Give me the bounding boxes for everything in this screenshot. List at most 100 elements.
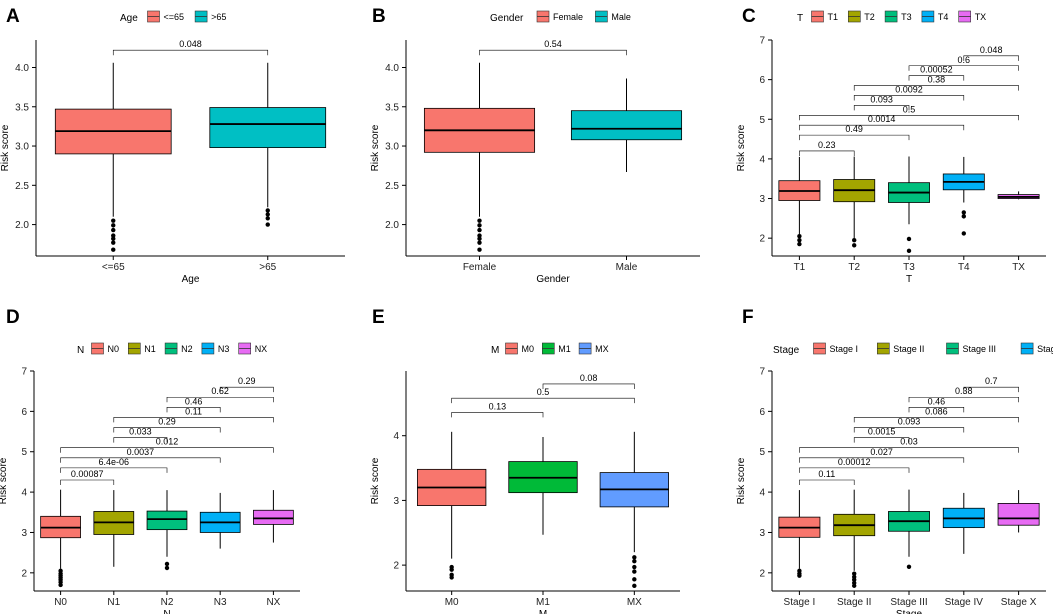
panel-letter: E [372, 307, 385, 328]
box-t2: T2 [833, 156, 876, 273]
legend-label: M0 [522, 344, 535, 354]
outlier-point [477, 227, 482, 233]
panel-d: D N N0 N1 N2 N3 NX 2 3 4 5 6 7 Risk score N N0 N1 N2 N3 NX 0… [0, 307, 300, 614]
outlier-point [265, 212, 270, 217]
outlier-point [477, 240, 482, 245]
comparison-bracket: 0.46 [908, 396, 965, 413]
box-n2: N2 [146, 490, 188, 608]
y-tick-label: 3 [759, 194, 765, 205]
box-n0: N0 [40, 489, 81, 608]
bracket-line [908, 396, 1019, 403]
legend-label: Stage IV [1037, 344, 1053, 354]
outlier-point [632, 583, 637, 589]
box-t4: T4 [942, 156, 985, 273]
iqr-box [570, 110, 683, 141]
legend-label: N0 [108, 344, 120, 354]
outlier-point [797, 573, 802, 578]
box-m1: M1 [508, 437, 578, 608]
x-tick-label: Male [616, 262, 638, 273]
outlier-point [632, 555, 637, 560]
box-stage-iv: Stage IV [942, 492, 985, 608]
bracket-line [963, 386, 1019, 393]
x-tick-label: NX [266, 597, 280, 608]
bracket-line [799, 457, 965, 463]
y-tick-label: 5 [21, 447, 27, 458]
bracket-line [113, 417, 274, 423]
y-tick-label: 3 [393, 496, 399, 507]
comparison-bracket: 0.00052 [908, 65, 965, 81]
comparison-bracket: 0.0092 [853, 84, 965, 101]
comparison-bracket: 0.7 [963, 376, 1019, 393]
legend-label: T4 [938, 12, 949, 22]
x-tick-label: <=65 [102, 262, 125, 273]
y-axis-label: Risk score [0, 457, 9, 504]
legend-item--65: >65 [194, 10, 226, 23]
p-value-label: 0.048 [179, 39, 202, 49]
legend-label: Stage I [830, 344, 859, 354]
outlier-point [906, 248, 912, 254]
p-value-label: 0.00012 [838, 457, 871, 467]
comparison-bracket: 0.048 [112, 39, 269, 56]
comparison-bracket: 0.5 [451, 387, 635, 404]
outlier-point [797, 241, 802, 247]
comparison-bracket: 0.08 [542, 373, 635, 389]
box-stage-i: Stage I [778, 490, 821, 608]
y-tick-label: 2 [393, 561, 399, 572]
x-tick-label: T2 [848, 262, 860, 273]
outlier-point [164, 565, 170, 571]
comparison-bracket: 0.093 [853, 94, 910, 111]
p-value-label: 0.11 [185, 406, 202, 416]
x-axis-label: T [906, 274, 912, 285]
outlier-point [477, 236, 482, 241]
x-tick-label: MX [627, 597, 642, 608]
box-n1: N1 [93, 490, 135, 608]
y-tick-label: 7 [21, 367, 27, 378]
legend-label: MX [595, 344, 609, 354]
y-tick-label: 2.5 [385, 181, 399, 192]
legend-label: Female [553, 12, 583, 22]
y-axis-label: Risk score [736, 124, 747, 171]
bracket-line [60, 447, 274, 453]
legend-item-stage-ii: Stage II [876, 342, 924, 355]
p-value-label: 0.0014 [868, 114, 896, 124]
box-stage-x: Stage X [997, 490, 1040, 608]
outlier-point [477, 233, 482, 238]
box-nx: NX [253, 490, 294, 608]
bracket-line [908, 75, 965, 81]
bracket-line [60, 467, 168, 473]
legend-label: T3 [901, 12, 912, 22]
x-tick-label: T4 [958, 262, 970, 273]
outlier-point [111, 218, 116, 223]
legend-item-n3: N3 [201, 342, 229, 355]
comparison-bracket: 0.00087 [60, 469, 115, 485]
bracket-line [113, 437, 168, 443]
panel-letter: D [6, 307, 20, 328]
p-value-label: 0.46 [185, 396, 203, 406]
p-value-label: 0.048 [980, 45, 1003, 55]
outlier-point [265, 208, 270, 213]
iqr-box [253, 509, 294, 525]
legend-item-female: Female [536, 10, 583, 23]
legend-label: >65 [211, 12, 226, 22]
box-female: Female [423, 62, 536, 273]
box-stage-ii: Stage II [833, 489, 876, 608]
y-tick-label: 2.0 [15, 220, 29, 231]
x-axis-label: Age [182, 274, 200, 285]
legend-title: Age [120, 13, 138, 24]
y-axis-label: Risk score [0, 124, 11, 171]
panel-e: E M M0 M1 MX 2 3 4 Risk score M M0 M1 MX 0.13 0.5 0.08 [370, 307, 680, 614]
x-tick-label: M0 [445, 597, 459, 608]
p-value-label: 0.49 [845, 124, 863, 134]
y-tick-label: 3.5 [15, 102, 29, 113]
y-tick-label: 2 [21, 568, 27, 579]
comparison-bracket: 0.00012 [799, 457, 910, 473]
comparison-bracket: 0.11 [799, 469, 855, 485]
x-tick-label: Stage II [837, 597, 871, 608]
x-tick-label: Female [463, 262, 497, 273]
outlier-point [852, 571, 857, 576]
x-tick-label: TX [1012, 262, 1025, 273]
bracket-line [166, 396, 274, 403]
y-tick-label: 3.5 [385, 102, 399, 113]
outlier-point [111, 223, 116, 228]
